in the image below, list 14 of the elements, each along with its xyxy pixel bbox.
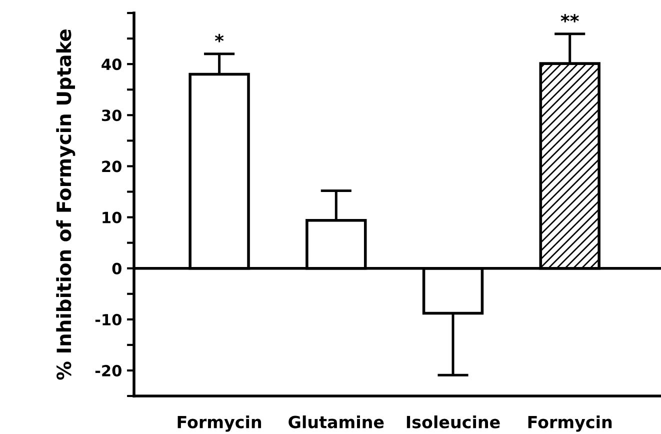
x-tick-label: Formycin: [178, 415, 262, 432]
y-axis-title: % Inhibition of Formycin Uptake: [56, 30, 76, 380]
y-tick-label: 30: [102, 110, 122, 122]
x-tick-label: Glutamine: [288, 415, 384, 428]
y-tick-label: 40: [102, 58, 122, 70]
y-tick-label: 0: [112, 262, 122, 274]
y-tick-label: -10: [95, 314, 122, 326]
x-tick-label: Isoleucine: [406, 415, 500, 428]
x-tick-label: Formycin: [528, 415, 612, 432]
y-tick-label: 10: [102, 212, 122, 224]
y-tick-label: 20: [102, 160, 122, 172]
annotation: *: [214, 34, 224, 42]
y-tick-label: -20: [95, 364, 122, 376]
annotation: **: [560, 14, 579, 22]
